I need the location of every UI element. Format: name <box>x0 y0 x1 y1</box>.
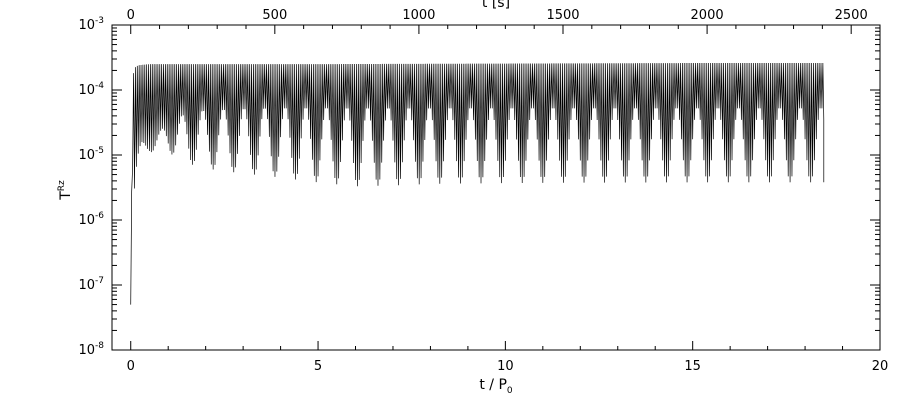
y-tick-label-base: 10 <box>78 343 95 358</box>
top-x-tick-label: 500 <box>262 8 287 23</box>
x-tick-label: 0 <box>127 359 135 374</box>
top-x-tick-label: 1500 <box>546 8 579 23</box>
y-tick-label-exponent: -7 <box>95 276 104 286</box>
top-x-ticks <box>130 25 881 34</box>
y-tick-label-base: 10 <box>78 83 95 98</box>
y-tick-label-exponent: -8 <box>95 341 104 351</box>
top-x-tick-label: 2500 <box>835 8 868 23</box>
y-tick-label-base: 10 <box>78 278 95 293</box>
y-tick-label-base: 10 <box>78 148 95 163</box>
bottom-x-ticks <box>130 341 881 350</box>
top-x-tick-label: 2000 <box>691 8 724 23</box>
x-axis-title-subscript: 0 <box>507 386 513 396</box>
y-tick-label-exponent: -5 <box>95 146 104 156</box>
x-axis-title-main: t / P <box>479 377 507 393</box>
x-tick-label: 20 <box>872 359 889 374</box>
right-y-ticks <box>870 24 880 351</box>
y-tick-label-base: 10 <box>78 18 95 33</box>
left-y-ticks <box>112 24 122 351</box>
y-tick-label-exponent: -6 <box>95 211 104 221</box>
y-tick-label: 10-3 <box>78 16 104 33</box>
top-x-tick-label: 1000 <box>402 8 435 23</box>
top-x-tick-labels: 0 500 1000 1500 2000 2500 <box>127 8 868 23</box>
y-tick-label: 10-7 <box>78 276 104 293</box>
plot-frame <box>111 24 881 351</box>
y-tick-label-exponent: -3 <box>95 16 104 26</box>
y-tick-label-exponent: -4 <box>95 81 104 91</box>
y-axis-title-main: T <box>58 191 74 201</box>
y-tick-label: 10-6 <box>78 211 104 228</box>
y-tick-label: 10-8 <box>78 341 104 358</box>
x-tick-label: 15 <box>684 359 701 374</box>
y-axis-title-superscript: Rz <box>57 180 67 191</box>
top-x-tick-label: 0 <box>127 8 135 23</box>
x-tick-label: 5 <box>314 359 322 374</box>
y-axis-title: TRz <box>57 180 74 201</box>
y-tick-label-base: 10 <box>78 213 95 228</box>
bottom-x-tick-labels: 0 5 10 15 20 <box>127 359 889 374</box>
y-tick-label: 10-4 <box>78 81 104 98</box>
data-series-line <box>130 63 825 305</box>
x-tick-label: 10 <box>497 359 514 374</box>
y-tick-label: 10-5 <box>78 146 104 163</box>
x-axis-title: t / P0 <box>479 377 513 396</box>
left-y-tick-labels: 10-810-710-610-510-410-3 <box>78 16 104 358</box>
top-x-axis-title: t [s] <box>482 0 510 11</box>
